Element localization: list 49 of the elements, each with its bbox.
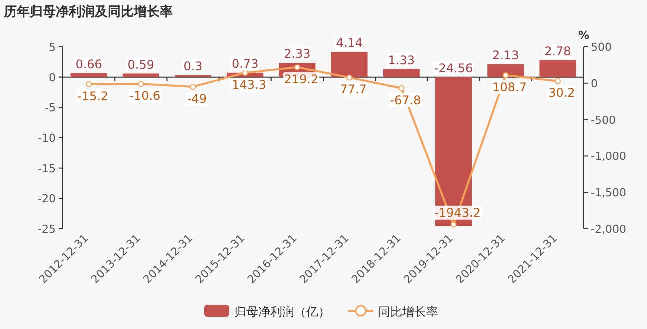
data-label: 0.73 [231,56,260,71]
point [86,82,92,88]
data-label: 219.2 [283,72,320,86]
data-label: 2.78 [544,44,572,58]
point [138,81,144,88]
y2-tick-label: 500 [591,41,612,54]
data-label: -67.8 [389,93,422,108]
bar [331,52,368,78]
data-label: 0.66 [74,57,104,72]
chart-title: 历年归母净利润及同比增长率 [3,4,173,20]
data-label: -24.56 [433,61,474,76]
data-label: -15.2 [76,90,110,104]
data-label: -1943.2 [434,206,482,220]
legend-label: 归母净利润（亿） [234,305,330,319]
bar [70,73,108,78]
y2-tick-label: -2,000 [591,223,626,236]
data-label: 30.2 [548,86,576,100]
y2-tick-label: -1,500 [591,186,626,200]
data-label: 108.7 [492,80,528,94]
y-tick-label: -10 [38,132,56,145]
y-tick-label: -25 [38,223,56,236]
data-label: 2.33 [283,47,312,62]
y2-axis-title: % [578,29,590,42]
data-label: 2.13 [492,48,520,62]
data-label: 1.33 [387,53,416,68]
data-label: 0.3 [182,60,204,74]
point [190,84,196,90]
y-tick-label: -15 [38,162,56,176]
bar [122,74,160,78]
point [346,74,353,81]
point [502,72,509,78]
data-label: 77.7 [339,82,368,97]
y2-tick-label: 0 [591,77,598,90]
point [398,85,405,92]
data-label: 0.59 [126,58,156,72]
y-tick-label: 5 [49,41,56,54]
point [294,64,300,70]
y2-tick-label: -1,000 [591,150,626,164]
data-label: 4.14 [335,36,364,50]
y-tick-label: -20 [38,192,56,206]
point [554,78,561,84]
y2-tick-label: -500 [591,114,616,127]
y-tick-label: 0 [49,71,56,84]
data-label: 143.3 [231,78,268,92]
data-label: -10.6 [128,89,162,104]
legend-label: 同比增长率 [378,305,438,319]
bar [540,60,576,78]
bar [383,69,420,78]
y-tick-label: -5 [45,102,56,115]
